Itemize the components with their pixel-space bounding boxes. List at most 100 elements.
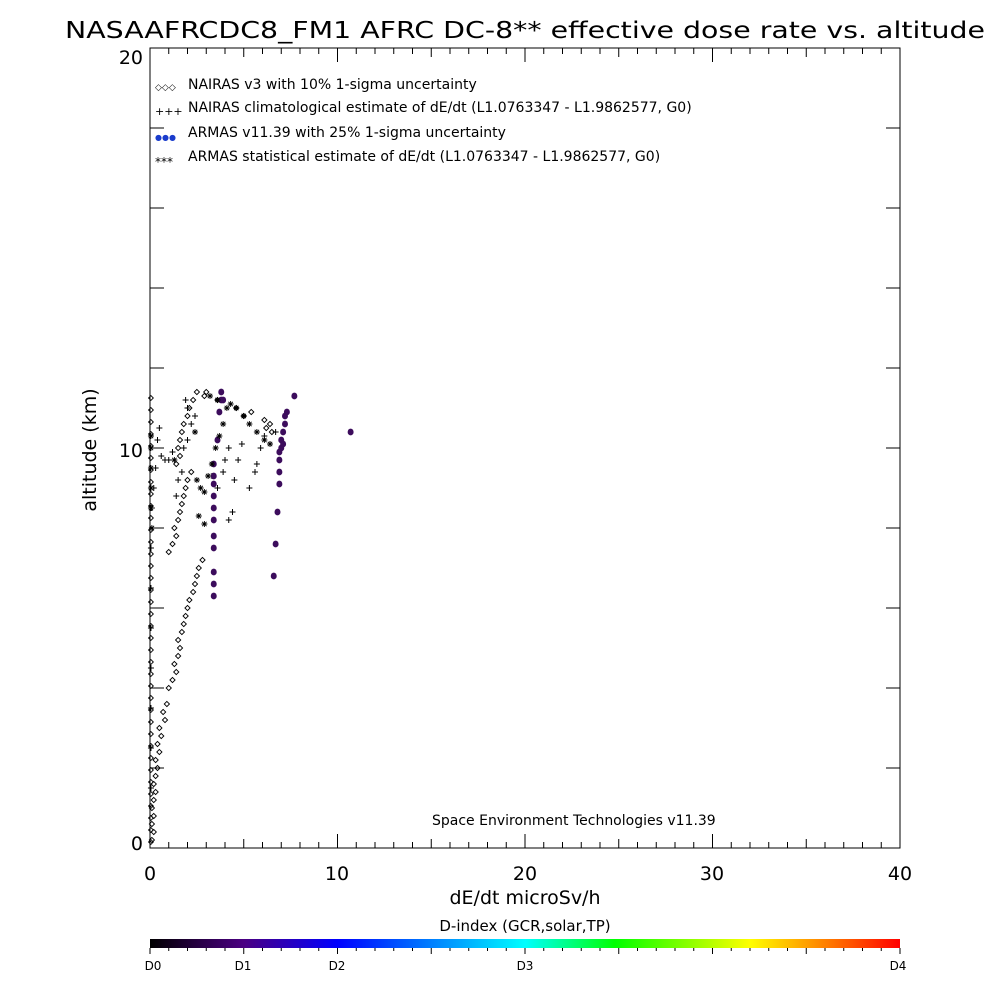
- plus-point: [252, 469, 258, 475]
- colorbar-label-d0: D0: [145, 959, 162, 973]
- diamond-point: [165, 548, 172, 556]
- diamond-point: [189, 588, 197, 596]
- series-dot: [210, 388, 354, 600]
- diamond-point: [182, 484, 189, 492]
- series-diamond-axis-column: [147, 394, 154, 846]
- plus-point: [156, 425, 163, 431]
- diamond-point: [180, 492, 187, 500]
- diamond-point: [147, 514, 154, 522]
- diamond-point: [147, 754, 154, 762]
- legend-label-armas: ARMAS v11.39 with 25% 1-sigma uncertaint…: [188, 125, 506, 141]
- diamond-point: [191, 580, 199, 588]
- asterisk-point: [192, 429, 198, 435]
- dot-point: [210, 580, 217, 588]
- diamond-point: [147, 574, 154, 582]
- asterisk-point: [197, 485, 204, 491]
- plus-point: [180, 445, 187, 451]
- asterisk-point: [193, 477, 200, 483]
- dot-point: [210, 472, 217, 480]
- plus-point: [182, 397, 189, 403]
- colorbar: [150, 939, 900, 948]
- dot-point: [210, 532, 217, 540]
- diamond-point: [147, 802, 154, 810]
- diamond-point: [147, 538, 154, 546]
- asterisk-point: [223, 405, 230, 411]
- asterisk-point: [201, 489, 208, 495]
- legend: ◇◇◇ NAIRAS v3 with 10% 1-sigma uncertain…: [155, 77, 692, 169]
- plus-point: [231, 477, 238, 483]
- plus-point: [225, 445, 232, 451]
- diamond-point: [178, 500, 186, 508]
- diamond-point: [184, 412, 191, 420]
- diamond-point: [174, 444, 182, 452]
- plus-point: [246, 485, 253, 491]
- asterisk-point: [208, 461, 215, 467]
- diamond-point: [147, 418, 154, 426]
- diamond-point: [147, 454, 154, 462]
- plus-point: [214, 485, 221, 491]
- dot-point: [276, 468, 283, 476]
- diamond-point: [147, 814, 154, 822]
- diamond-point: [147, 622, 154, 630]
- plus-point: [257, 445, 264, 451]
- plus-point: [253, 461, 260, 467]
- plus-point: [220, 469, 227, 475]
- asterisk-point: [147, 485, 154, 491]
- diamond-point: [159, 708, 167, 716]
- chart-title: NASAAFRCDC8_FM1 AFRC DC-8** effective do…: [65, 18, 985, 44]
- diamond-point: [261, 416, 268, 424]
- dot-point: [272, 540, 279, 548]
- dot-point: [280, 428, 287, 436]
- plus-point: [169, 449, 176, 455]
- legend-symbol-nairas: ◇◇◇: [155, 83, 176, 93]
- diamond-point: [150, 796, 157, 804]
- dot-point: [210, 492, 217, 500]
- colorbar-title: D-index (GCR,solar,TP): [439, 917, 610, 935]
- diamond-point: [147, 778, 154, 786]
- diamond-point: [176, 452, 184, 460]
- legend-label-nairas: NAIRAS v3 with 10% 1-sigma uncertainty: [188, 77, 477, 93]
- plus-point: [238, 441, 245, 447]
- diamond-point: [186, 596, 193, 604]
- asterisk-point: [220, 421, 227, 427]
- diamond-point: [165, 684, 172, 692]
- credit-text: Space Environment Technologies v11.39: [432, 813, 716, 829]
- dot-point: [220, 396, 227, 404]
- diamond-point: [182, 612, 189, 620]
- diamond-point: [169, 540, 176, 548]
- dot-point: [210, 480, 217, 488]
- diamond-point: [148, 820, 156, 828]
- asterisk-point: [227, 401, 234, 407]
- plus-point: [222, 457, 228, 463]
- diamond-point: [184, 476, 191, 484]
- diamond-point: [147, 658, 154, 666]
- plus-point: [178, 469, 185, 475]
- diamond-point: [176, 644, 184, 652]
- diamond-point: [156, 724, 163, 732]
- x-tick-label-0: 0: [144, 863, 156, 885]
- dot-point: [210, 592, 217, 600]
- diamond-point: [173, 532, 180, 540]
- diamond-point: [195, 564, 202, 572]
- dot-point: [218, 388, 225, 396]
- diamond-point: [161, 716, 169, 724]
- diamond-point: [147, 766, 154, 774]
- plus-point: [192, 413, 198, 419]
- colorbar-label-d1: D1: [235, 959, 252, 973]
- legend-symbol-nairas-clim: +++: [155, 105, 183, 118]
- legend-label-nairas-clim: NAIRAS climatological estimate of dE/dt …: [188, 100, 692, 116]
- dot-point: [291, 392, 298, 400]
- diamond-point: [147, 394, 154, 402]
- diamond-point: [268, 428, 276, 436]
- colorbar-label-d4: D4: [890, 959, 907, 973]
- diamond-point: [203, 388, 210, 396]
- diamond-point: [201, 392, 208, 400]
- diamond-point: [171, 660, 178, 668]
- diamond-point: [147, 610, 154, 618]
- diamond-point: [248, 408, 255, 416]
- plus-point: [229, 509, 236, 515]
- diamond-point: [193, 388, 201, 396]
- diamond-point: [147, 442, 154, 450]
- diamond-point: [176, 436, 184, 444]
- diamond-point: [147, 838, 154, 846]
